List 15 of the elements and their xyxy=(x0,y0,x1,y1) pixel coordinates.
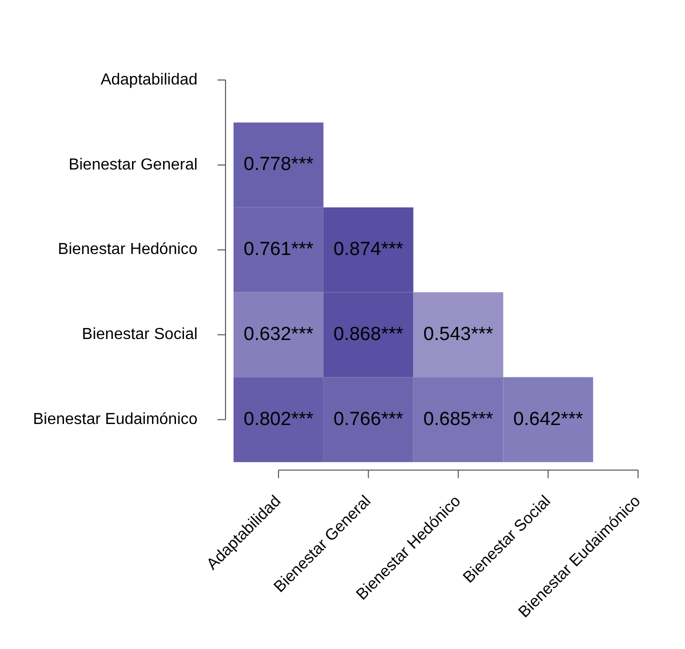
data-label: 0.543*** xyxy=(423,324,494,345)
data-label: 0.868*** xyxy=(334,324,404,345)
y-tick-label: Bienestar Eudaimónico xyxy=(32,411,198,428)
data-label: 0.766*** xyxy=(334,408,404,430)
y-tick-label: Bienestar General xyxy=(68,156,198,174)
data-label: 0.874*** xyxy=(334,239,404,260)
y-tick-label: Bienestar Hedónico xyxy=(58,241,198,258)
y-tick-label: Bienestar Social xyxy=(82,326,198,344)
data-label: 0.761*** xyxy=(244,239,314,260)
data-label: 0.685*** xyxy=(423,408,494,430)
data-label: 0.632*** xyxy=(244,324,314,345)
data-label: 0.802*** xyxy=(244,408,314,430)
data-label: 0.642*** xyxy=(513,408,584,430)
data-label: 0.778*** xyxy=(244,154,314,176)
y-tick-label: Adaptabilidad xyxy=(100,71,198,88)
